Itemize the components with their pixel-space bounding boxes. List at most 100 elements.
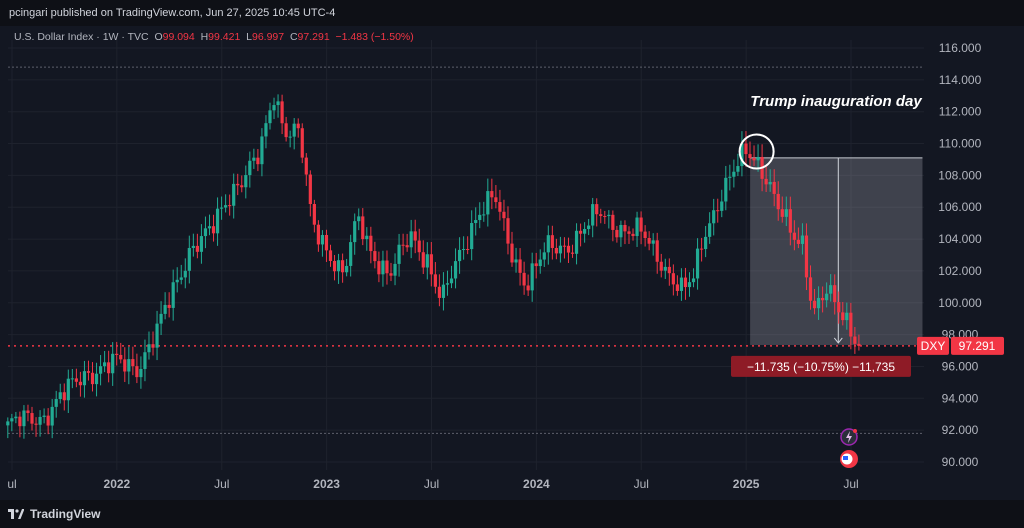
candle-body: [502, 211, 506, 219]
candle-body: [792, 232, 796, 240]
candle-body: [615, 229, 619, 238]
candle-body: [30, 413, 34, 424]
candle-body: [607, 214, 611, 217]
candle-body: [546, 235, 550, 253]
candle-body: [429, 254, 433, 275]
candle-body: [433, 274, 437, 287]
candle-body: [849, 312, 853, 337]
candle-body: [312, 204, 316, 225]
price-axis[interactable]: 116.000 114.000 112.000 110.000 108.000 106.0…: [917, 41, 1004, 469]
candle-body: [224, 205, 228, 208]
candle-body: [336, 260, 341, 272]
candle-body: [538, 259, 542, 267]
candle-body: [139, 368, 143, 378]
candle-body: [651, 240, 655, 244]
candle-body: [421, 252, 425, 268]
candle-body: [175, 279, 179, 283]
candle-body: [46, 415, 50, 426]
time-tick-label: Jul: [424, 477, 439, 491]
candle-body: [215, 208, 220, 234]
price-tick-label: 112.000: [939, 105, 982, 119]
guide-lines: [8, 66, 924, 434]
low-value: 96.997: [251, 31, 285, 43]
candle-body: [498, 202, 502, 212]
annotation-text: Trump inauguration day: [750, 93, 922, 110]
candle-body: [252, 157, 256, 161]
candle-body: [349, 242, 353, 266]
candle-body: [466, 249, 470, 251]
candle-body: [494, 197, 498, 203]
measure-box[interactable]: [750, 157, 923, 345]
symbol-name[interactable]: U.S. Dollar Index · 1W · TVC: [14, 31, 149, 43]
price-tick-label: 94.000: [942, 391, 979, 405]
candle-body: [623, 224, 627, 232]
price-tick-label: 100.000: [938, 296, 982, 310]
candle-body: [756, 156, 760, 161]
candle-body: [425, 254, 429, 268]
time-axis[interactable]: ul 2022 Jul 2023 Jul 2024 Jul 2025 Jul: [7, 477, 858, 491]
candle-body: [324, 235, 329, 251]
candle-body: [437, 286, 442, 298]
candle-body: [510, 243, 514, 263]
price-chart[interactable]: 116.000 114.000 112.000 110.000 108.000 106.0…: [0, 0, 1024, 500]
candle-body: [58, 392, 62, 400]
candle-body: [655, 240, 659, 262]
candle-body: [788, 209, 792, 233]
candle-body: [776, 193, 780, 210]
candle-body: [82, 371, 87, 386]
last-price-label: 97.291: [959, 339, 996, 353]
candle-body: [639, 217, 643, 232]
candle-body: [744, 143, 748, 155]
symbol-tag[interactable]: [917, 336, 949, 355]
candle-body: [486, 191, 490, 215]
candle-body: [405, 245, 409, 248]
candle-body: [764, 178, 768, 185]
candle-body: [159, 313, 163, 324]
candle-body: [845, 312, 849, 321]
candle-body: [248, 160, 252, 176]
annotations: −11.735 (−10.75%) −11,735 Trump inaugurat…: [731, 93, 922, 377]
publish-info: pcingari published on TradingView.com, J…: [9, 7, 336, 19]
candle-body: [207, 226, 212, 229]
measure-rect[interactable]: [750, 157, 923, 345]
candle-body: [340, 260, 345, 273]
close-label: C: [289, 31, 298, 43]
time-tick-label: Jul: [843, 477, 858, 491]
candle-body: [276, 101, 280, 106]
time-tick-label: 2025: [733, 477, 760, 491]
annotation-circle: [738, 133, 775, 170]
price-tick-label: 92.000: [942, 423, 979, 437]
candle-body: [627, 231, 631, 234]
candle-body: [369, 235, 373, 252]
candle-body: [268, 110, 272, 124]
candle-body: [316, 224, 320, 245]
last-price-tag[interactable]: [951, 336, 1004, 355]
candle-body: [272, 105, 276, 111]
candle-body: [54, 399, 58, 407]
candle-body: [155, 323, 159, 348]
candle-body: [643, 231, 647, 238]
candle-body: [123, 359, 127, 372]
candle-body: [752, 158, 756, 161]
candle-body: [635, 217, 639, 237]
price-tick-label: 116.000: [939, 41, 982, 55]
price-tick-label: 90.000: [942, 455, 979, 469]
candle-body: [825, 293, 829, 301]
close-value: 97.291: [297, 31, 330, 43]
candle-body: [595, 204, 599, 215]
candle-body: [506, 218, 510, 244]
candle-body: [699, 248, 704, 250]
candle-body: [704, 236, 708, 250]
candle-body: [377, 261, 381, 275]
alert-dot: [853, 429, 857, 433]
tradingview-logo-icon: [8, 509, 24, 519]
candle-body: [244, 175, 248, 188]
candle-body: [474, 220, 478, 224]
candle-body: [526, 285, 530, 291]
candle-body: [562, 245, 567, 247]
candle-body: [570, 252, 575, 254]
event-icons[interactable]: [840, 428, 858, 468]
candle-body: [6, 421, 10, 426]
symbol-legend[interactable]: U.S. Dollar Index · 1W · TVC O99.094 H99…: [14, 31, 414, 43]
candle-body: [683, 277, 688, 288]
